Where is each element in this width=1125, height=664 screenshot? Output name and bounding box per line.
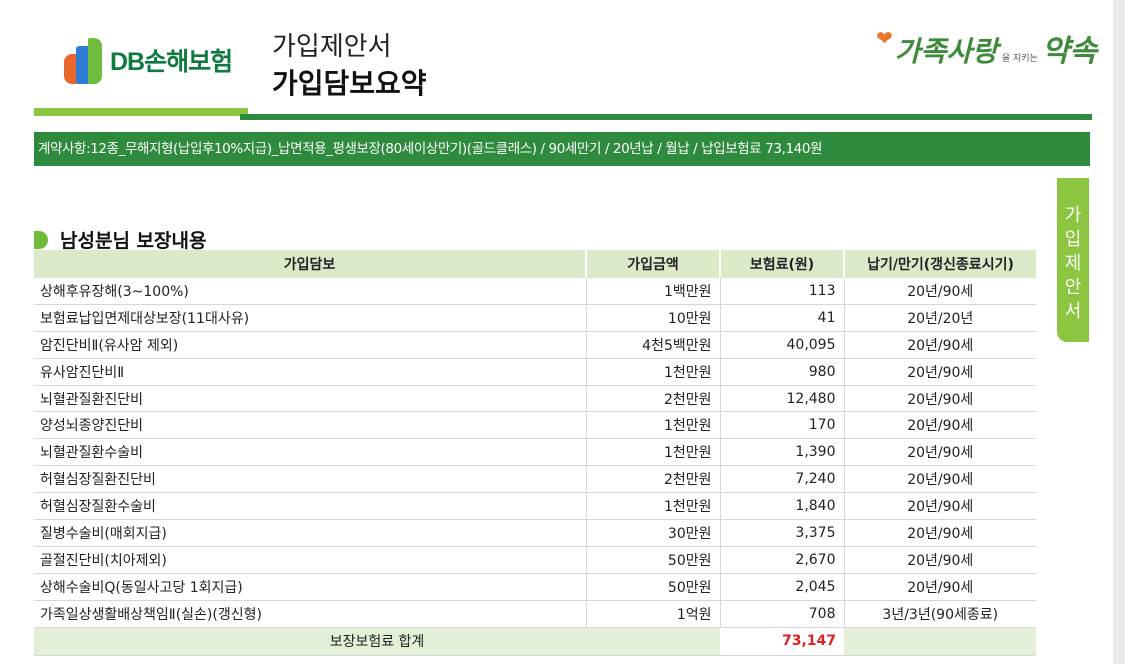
amount-cell: 50만원 (585, 573, 720, 601)
coverage-name-cell: 허혈심장질환진단비 (34, 465, 586, 494)
total-empty-cell (844, 627, 1036, 656)
term-cell: 20년/90세 (843, 546, 1036, 574)
premium-cell: 3,375 (719, 519, 844, 547)
table-row: 유사암진단비Ⅱ 1천만원 980 20년/90세 (34, 358, 1036, 386)
amount-cell: 1억원 (585, 600, 720, 628)
table-row: 가족일상생활배상책임Ⅱ(실손)(갱신형) 1억원 708 3년/3년(90세종료) (34, 600, 1036, 628)
term-cell: 20년/90세 (843, 278, 1036, 305)
coverage-name-cell: 유사암진단비Ⅱ (34, 358, 586, 386)
coverage-name-cell: 뇌혈관질환수술비 (34, 438, 586, 467)
slogan-logo: ❤ 가족사랑 을 지키는 약속 (876, 26, 1097, 70)
amount-cell: 10만원 (585, 304, 720, 332)
amount-cell: 1백만원 (585, 278, 720, 305)
column-header-premium: 보험료(원) (720, 250, 845, 278)
side-tab-char: 서 (1064, 301, 1082, 322)
coverage-name-cell: 가족일상생활배상책임Ⅱ(실손)(갱신형) (34, 600, 586, 628)
amount-cell: 1천만원 (585, 438, 720, 467)
coverage-name-cell: 질병수술비(매회지급) (34, 519, 586, 547)
coverage-name-cell: 골절진단비(치아제외) (34, 546, 586, 574)
term-cell: 20년/90세 (843, 465, 1036, 494)
coverage-table: 가입담보 가입금액 보험료(원) 납기/만기(갱신종료시기) 상해후유장해(3~… (34, 250, 1036, 656)
side-tab-char: 가 (1064, 205, 1082, 226)
section-marker-icon (34, 230, 48, 249)
premium-cell: 12,480 (719, 385, 844, 413)
table-row: 허혈심장질환수술비 1천만원 1,840 20년/90세 (34, 492, 1036, 521)
coverage-name-cell: 암진단비Ⅱ(유사암 제외) (34, 331, 586, 359)
table-row: 골절진단비(치아제외) 50만원 2,670 20년/90세 (34, 546, 1036, 574)
term-cell: 20년/90세 (843, 411, 1036, 440)
logo-text: DB손해보험 (110, 48, 233, 76)
document-title: 가입제안서 (272, 32, 392, 62)
table-row: 암진단비Ⅱ(유사암 제외) 4천5백만원 40,095 20년/90세 (34, 331, 1036, 359)
term-cell: 20년/90세 (843, 573, 1036, 601)
table-row: 양성뇌종양진단비 1천만원 170 20년/90세 (34, 411, 1036, 440)
amount-cell: 4천5백만원 (585, 331, 720, 359)
header-divider-light (34, 108, 248, 116)
table-row: 뇌혈관질환진단비 2천만원 12,480 20년/90세 (34, 385, 1036, 413)
premium-cell: 113 (719, 278, 844, 305)
premium-cell: 2,670 (719, 546, 844, 574)
premium-cell: 40,095 (719, 331, 844, 359)
term-cell: 20년/90세 (843, 438, 1036, 467)
premium-cell: 980 (719, 358, 844, 386)
term-cell: 20년/90세 (843, 331, 1036, 359)
header-divider-dark (240, 114, 1092, 120)
slogan-small: 을 지키는 (1001, 54, 1038, 64)
column-header-term: 납기/만기(갱신종료시기) (844, 250, 1036, 278)
table-row: 뇌혈관질환수술비 1천만원 1,390 20년/90세 (34, 438, 1036, 467)
section-title: 남성분님 보장내용 (60, 230, 207, 252)
slogan-end: 약속 (1041, 34, 1097, 69)
table-row: 상해수술비Q(동일사고당 1회지급) 50만원 2,045 20년/90세 (34, 573, 1036, 601)
column-header-amount: 가입금액 (586, 250, 721, 278)
table-row: 질병수술비(매회지급) 30만원 3,375 20년/90세 (34, 519, 1036, 547)
term-cell: 20년/90세 (843, 358, 1036, 386)
premium-cell: 1,840 (719, 492, 844, 521)
column-header-coverage: 가입담보 (34, 250, 587, 278)
db-insurance-logo: DB손해보험 (62, 32, 233, 88)
table-row: 허혈심장질환진단비 2천만원 7,240 20년/90세 (34, 465, 1036, 494)
premium-cell: 7,240 (719, 465, 844, 494)
coverage-name-cell: 상해수술비Q(동일사고당 1회지급) (34, 573, 586, 601)
table-header-row: 가입담보 가입금액 보험료(원) 납기/만기(갱신종료시기) (34, 250, 1036, 278)
total-row: 보장보험료 합계 73,147 (34, 627, 1036, 656)
document-subtitle: 가입담보요약 (272, 67, 427, 100)
premium-cell: 170 (719, 411, 844, 440)
amount-cell: 1천만원 (585, 358, 720, 386)
amount-cell: 1천만원 (585, 411, 720, 440)
table-row: 상해후유장해(3~100%) 1백만원 113 20년/90세 (34, 278, 1036, 305)
coverage-name-cell: 상해후유장해(3~100%) (34, 278, 586, 305)
contract-summary-banner: 계약사항:12종_무해지형(납입후10%지급)_납면적용_평생보장(80세이상만… (34, 132, 1090, 166)
slogan-main: 가족사랑 (894, 35, 998, 68)
term-cell: 20년/20년 (843, 304, 1036, 332)
premium-cell: 2,045 (719, 573, 844, 601)
amount-cell: 50만원 (585, 546, 720, 574)
side-tab-char: 안 (1064, 277, 1082, 298)
term-cell: 20년/90세 (843, 385, 1036, 413)
db-logo-icon (62, 34, 106, 86)
coverage-name-cell: 보험료납입면제대상보장(11대사유) (34, 304, 586, 332)
table-row: 보험료납입면제대상보장(11대사유) 10만원 41 20년/20년 (34, 304, 1036, 332)
term-cell: 3년/3년(90세종료) (843, 600, 1036, 628)
premium-cell: 1,390 (719, 438, 844, 467)
amount-cell: 2천만원 (585, 465, 720, 494)
term-cell: 20년/90세 (843, 492, 1036, 521)
premium-cell: 708 (719, 600, 844, 628)
amount-cell: 30만원 (585, 519, 720, 547)
side-tab-char: 제 (1064, 253, 1082, 274)
coverage-name-cell: 양성뇌종양진단비 (34, 411, 586, 440)
side-tab-char: 입 (1064, 229, 1082, 250)
coverage-name-cell: 뇌혈관질환진단비 (34, 385, 586, 413)
total-value: 73,147 (720, 627, 844, 656)
heart-icon: ❤ (876, 26, 893, 50)
coverage-name-cell: 허혈심장질환수술비 (34, 492, 586, 521)
term-cell: 20년/90세 (843, 519, 1036, 547)
section-header: 남성분님 보장내용 (34, 226, 206, 253)
premium-cell: 41 (719, 304, 844, 332)
total-label: 보장보험료 합계 (34, 627, 720, 656)
amount-cell: 1천만원 (585, 492, 720, 521)
side-tab-proposal[interactable]: 가 입 제 안 서 (1057, 178, 1089, 342)
amount-cell: 2천만원 (585, 385, 720, 413)
